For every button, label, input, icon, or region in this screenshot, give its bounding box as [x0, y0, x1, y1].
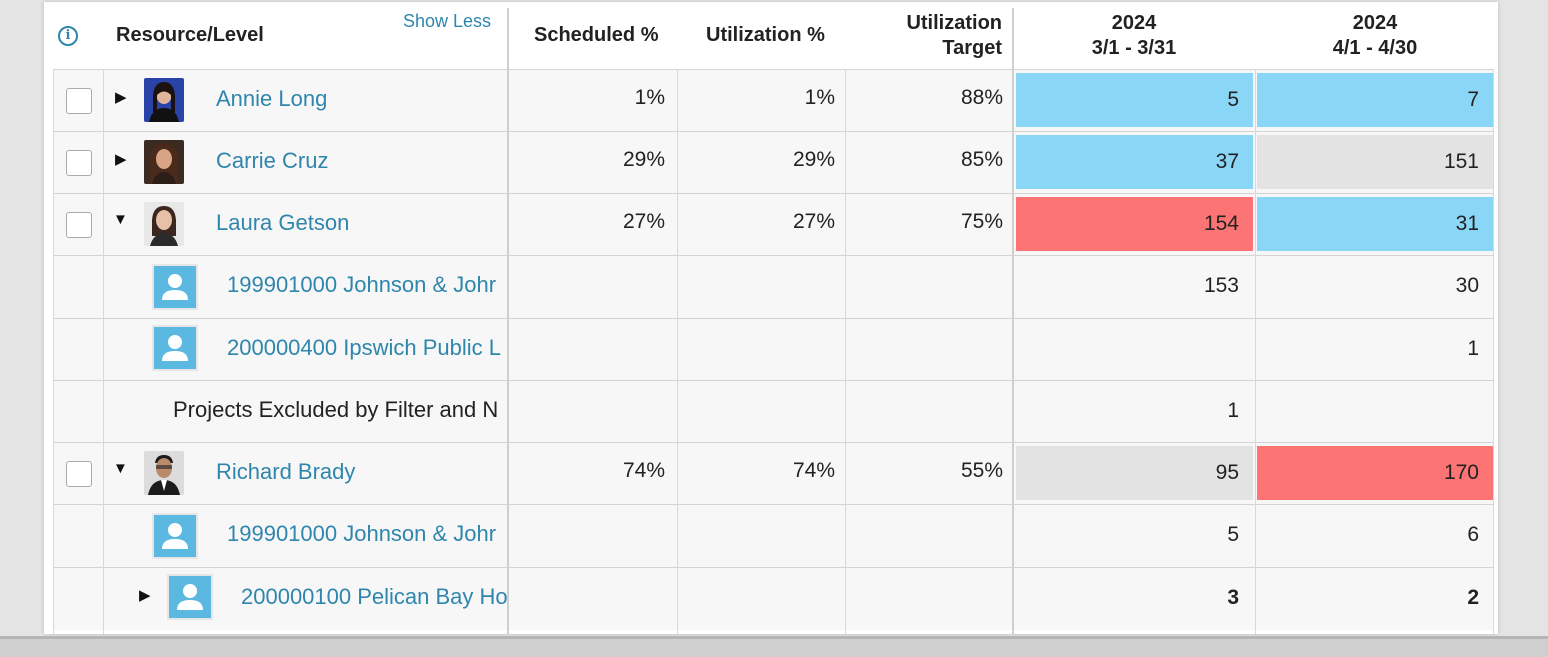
- avatar: [144, 451, 184, 495]
- resource-name-link[interactable]: Annie Long: [216, 86, 328, 111]
- utilization-value: 27%: [792, 210, 835, 233]
- period-mar-year: 2024: [1111, 12, 1157, 34]
- header-resource-level[interactable]: Resource/Level: [116, 24, 264, 46]
- period-apr-cell[interactable]: 2: [1467, 586, 1479, 609]
- table-row: 200000400 Ipswich Public L 1: [53, 318, 1494, 381]
- target-value: 75%: [960, 210, 1003, 233]
- period-mar-cell[interactable]: [1016, 322, 1253, 376]
- period-mar-cell[interactable]: 95: [1016, 446, 1253, 500]
- excluded-projects-label: Projects Excluded by Filter and N: [173, 397, 499, 422]
- table-row: Projects Excluded by Filter and N 1: [53, 380, 1494, 443]
- project-link[interactable]: 199901000 Johnson & Johr: [227, 272, 497, 297]
- header-utilization[interactable]: Utilization %: [706, 24, 825, 46]
- project-user-icon: [167, 574, 213, 620]
- collapse-arrow-icon[interactable]: ▼: [113, 460, 128, 477]
- period-mar-cell[interactable]: 5: [1016, 73, 1253, 127]
- period-apr-cell[interactable]: 6: [1467, 523, 1479, 546]
- resource-name-link[interactable]: Laura Getson: [216, 210, 350, 235]
- row-checkbox[interactable]: [66, 461, 92, 487]
- scheduled-value: 1%: [634, 86, 665, 109]
- header-scheduled[interactable]: Scheduled %: [534, 24, 659, 46]
- project-link[interactable]: 200000400 Ipswich Public L: [227, 335, 501, 360]
- utilization-value: 74%: [792, 459, 835, 482]
- table-row: ▶ 200000100 Pelican Bay Ho 3 2: [53, 567, 1494, 630]
- period-apr-cell[interactable]: 31: [1257, 197, 1493, 251]
- scheduled-value: 27%: [622, 210, 665, 233]
- table-row: ▼ Richard Brady 74% 74% 55% 95 170: [53, 442, 1494, 505]
- period-apr-cell[interactable]: [1257, 384, 1493, 438]
- show-less-link[interactable]: Show Less: [403, 11, 492, 31]
- collapse-arrow-icon[interactable]: ▼: [113, 211, 128, 228]
- header-period-apr[interactable]: 2024 4/1 - 4/30: [1256, 11, 1494, 61]
- period-apr-cell[interactable]: 30: [1455, 274, 1479, 297]
- expand-arrow-icon[interactable]: ▶: [139, 587, 151, 604]
- period-mar-cell[interactable]: 5: [1227, 523, 1239, 546]
- header-period-mar[interactable]: 2024 3/1 - 3/31: [1014, 11, 1254, 61]
- expand-arrow-icon[interactable]: ▶: [115, 89, 127, 106]
- period-apr-cell[interactable]: 151: [1257, 135, 1493, 189]
- resource-name-link[interactable]: Carrie Cruz: [216, 148, 329, 173]
- avatar: [144, 140, 184, 184]
- target-value: 55%: [960, 459, 1003, 482]
- project-user-icon: [152, 513, 198, 559]
- bottom-scroll-bar[interactable]: [0, 636, 1548, 657]
- table-row: ▶ Annie Long 1% 1% 88% 5 7: [53, 69, 1494, 132]
- column-divider: [1255, 69, 1256, 634]
- scheduled-value: 74%: [622, 459, 665, 482]
- grid-left-border: [53, 69, 54, 634]
- period-mar-cell[interactable]: 1: [1227, 399, 1239, 422]
- period-column-divider: [1012, 8, 1014, 634]
- resource-name-link[interactable]: Richard Brady: [216, 459, 356, 484]
- table-row: 199901000 Johnson & Johr 153 30: [53, 255, 1494, 318]
- resource-grid-panel: i Resource/Level Show Less Scheduled % U…: [44, 2, 1498, 634]
- header-target-line1: Utilization: [906, 12, 1002, 34]
- table-row: 199901000 Johnson & Johr 5 6: [53, 504, 1494, 567]
- utilization-value: 1%: [804, 86, 835, 109]
- column-divider: [677, 69, 678, 634]
- period-mar-cell[interactable]: 3: [1227, 586, 1239, 609]
- period-apr-cell[interactable]: 1: [1467, 337, 1479, 360]
- avatar: [144, 202, 184, 246]
- period-mar-range: 3/1 - 3/31: [1091, 37, 1177, 59]
- scheduled-value: 29%: [622, 148, 665, 171]
- target-value: 85%: [960, 148, 1003, 171]
- header-utilization-target[interactable]: Utilization Target: [844, 11, 1002, 61]
- row-checkbox[interactable]: [66, 88, 92, 114]
- period-apr-cell[interactable]: 7: [1257, 73, 1493, 127]
- project-link[interactable]: 199901000 Johnson & Johr: [227, 521, 497, 546]
- expand-arrow-icon[interactable]: ▶: [115, 151, 127, 168]
- row-checkbox[interactable]: [66, 150, 92, 176]
- period-apr-cell[interactable]: 170: [1257, 446, 1493, 500]
- frozen-column-divider[interactable]: [507, 8, 509, 634]
- table-row: ▼ Laura Getson 27% 27% 75% 154 31: [53, 193, 1494, 256]
- checkbox-column-divider: [103, 69, 104, 634]
- period-mar-cell[interactable]: 153: [1203, 274, 1239, 297]
- period-mar-cell[interactable]: 37: [1016, 135, 1253, 189]
- project-user-icon: [152, 264, 198, 310]
- project-link[interactable]: 200000100 Pelican Bay Ho: [241, 584, 507, 609]
- utilization-value: 29%: [792, 148, 835, 171]
- avatar: [144, 78, 184, 122]
- period-apr-range: 4/1 - 4/30: [1332, 37, 1418, 59]
- row-checkbox[interactable]: [66, 212, 92, 238]
- column-divider: [845, 69, 846, 634]
- info-icon[interactable]: i: [58, 26, 78, 46]
- project-user-icon: [152, 325, 198, 371]
- grid-right-border: [1493, 69, 1494, 634]
- header-target-line2: Target: [942, 37, 1002, 59]
- table-row: ▶ Carrie Cruz 29% 29% 85% 37 151: [53, 131, 1494, 194]
- period-mar-cell[interactable]: 154: [1016, 197, 1253, 251]
- target-value: 88%: [960, 86, 1003, 109]
- period-apr-year: 2024: [1352, 12, 1398, 34]
